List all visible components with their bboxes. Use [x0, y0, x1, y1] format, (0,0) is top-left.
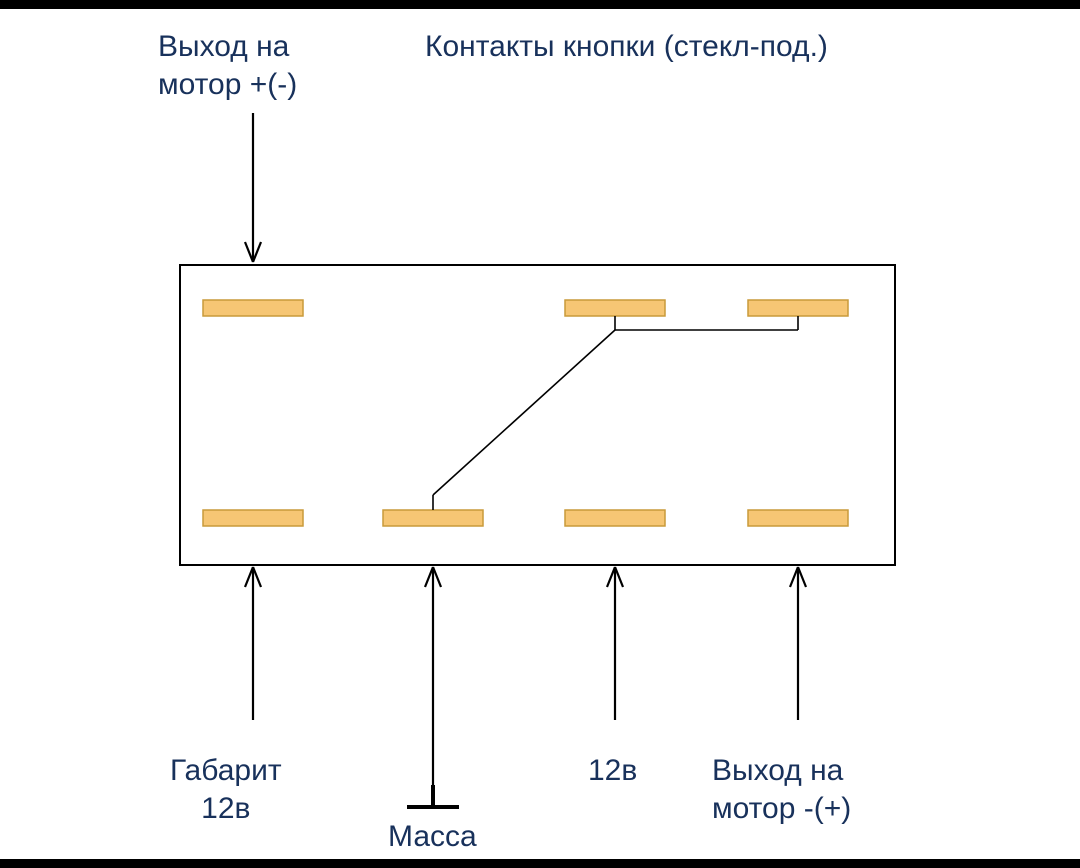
arrow-head — [615, 567, 623, 587]
diagram-svg — [0, 0, 1080, 868]
out-minus-label: Выход на мотор -(+) — [712, 752, 851, 827]
gabarit-label: Габарит 12в — [170, 752, 282, 827]
contact-pad — [748, 300, 848, 316]
out-plus-label: Выход на мотор +(-) — [158, 28, 297, 103]
arrow-head — [245, 567, 253, 587]
v12-label: 12в — [588, 752, 637, 790]
arrow-head — [245, 242, 253, 262]
arrow-head — [253, 567, 261, 587]
arrow-head — [425, 567, 433, 587]
internal-wire — [433, 330, 615, 495]
diagram-stage: Контакты кнопки (стекл-под.) Выход на мо… — [0, 0, 1080, 868]
contact-pad — [203, 510, 303, 526]
arrow-head — [433, 567, 441, 587]
arrow-head — [798, 567, 806, 587]
arrow-head — [253, 242, 261, 262]
title-label: Контакты кнопки (стекл-под.) — [425, 28, 828, 66]
contact-pad — [203, 300, 303, 316]
contact-pad — [748, 510, 848, 526]
contact-pad — [383, 510, 483, 526]
mass-label: Масса — [388, 818, 477, 856]
arrow-head — [790, 567, 798, 587]
contact-pad — [565, 510, 665, 526]
contact-pad — [565, 300, 665, 316]
arrow-head — [607, 567, 615, 587]
